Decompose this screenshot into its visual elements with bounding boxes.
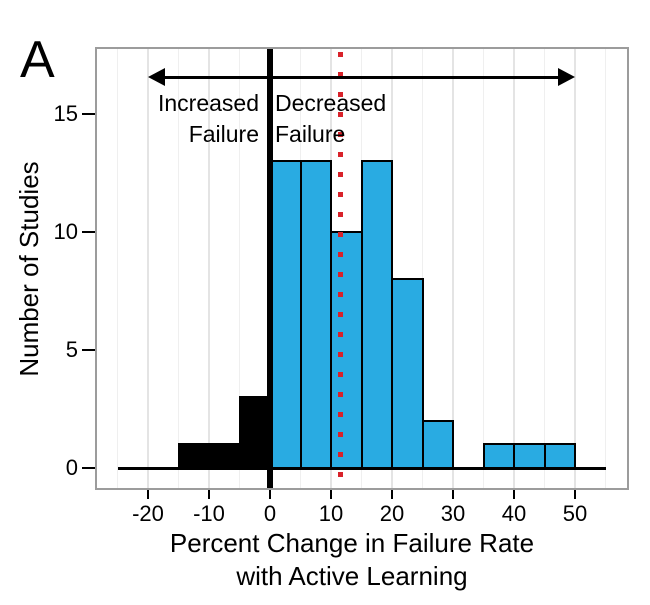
y-tick-mark (82, 112, 95, 115)
y-tick-label: 15 (53, 100, 78, 126)
x-tick-label: 50 (562, 501, 588, 526)
panel-label: A (20, 31, 55, 89)
histogram-bar-decreased-failure-studies (482, 443, 515, 469)
x-tick-mark (452, 490, 454, 499)
histogram-bar-decreased-failure-studies (360, 159, 393, 469)
x-tick-mark (391, 490, 393, 499)
x-tick-label: -10 (193, 501, 225, 526)
x-tick-label: -20 (132, 501, 164, 526)
histogram-bar-increased-failure-studies (177, 443, 241, 469)
x-baseline (117, 466, 606, 470)
histogram-bar-decreased-failure-studies (421, 419, 454, 469)
y-tick-label: 0 (65, 455, 78, 480)
gridline (239, 49, 240, 488)
gridline (574, 49, 576, 488)
annotation-line: Increased (157, 90, 259, 116)
x-tick-label: 0 (263, 501, 277, 526)
x-tick-mark (330, 490, 332, 499)
mean-dotted-line (338, 52, 344, 485)
x-tick-label: 20 (379, 501, 405, 526)
gridline (147, 49, 149, 488)
gridline (208, 49, 210, 488)
annotation-line: Failure (275, 121, 346, 147)
arrow-head-left-icon (148, 68, 165, 86)
y-tick-label: 10 (53, 218, 78, 244)
x-tick-mark (574, 490, 576, 499)
y-tick-mark (82, 230, 95, 233)
x-tick-mark (147, 490, 149, 499)
gridline (544, 49, 545, 488)
x-tick-label: 30 (440, 501, 466, 526)
x-axis-title-line: Percent Change in Failure Rate (169, 528, 535, 558)
annotation-line: Decreased (275, 90, 387, 116)
y-tick-label: 5 (65, 336, 78, 362)
x-tick-mark (208, 490, 210, 499)
histogram-bar-decreased-failure-studies (391, 277, 424, 469)
x-axis-title: Percent Change in Failure Rate with Acti… (97, 527, 607, 593)
histogram-bar-decreased-failure-studies (330, 230, 363, 469)
gridline (178, 49, 179, 488)
histogram-bar-decreased-failure-studies (513, 443, 546, 469)
x-tick-label: 40 (501, 501, 527, 526)
annotation-arrow-line (161, 75, 562, 79)
x-tick-mark (269, 490, 271, 499)
histogram-bar-decreased-failure-studies (543, 443, 576, 469)
gridline (605, 49, 606, 488)
gridline (483, 49, 484, 488)
annotation-decreased-failure: Decreased Failure (275, 88, 475, 150)
histogram-bar-decreased-failure-studies (299, 159, 332, 469)
annotation-line: Failure (188, 121, 259, 147)
y-axis-title: Number of Studies (14, 161, 44, 377)
gridline (452, 49, 454, 488)
arrow-head-right-icon (558, 68, 575, 86)
y-tick-mark (82, 467, 95, 469)
gridline (422, 49, 423, 488)
gridline (117, 49, 118, 488)
annotation-increased-failure: Increased Failure (97, 88, 259, 150)
x-tick-mark (513, 490, 515, 499)
gridline (513, 49, 515, 488)
x-tick-label: 10 (318, 501, 344, 526)
y-tick-mark (82, 348, 95, 351)
x-axis-title-line: with Active Learning (236, 561, 468, 591)
zero-reference-line (267, 49, 273, 488)
histogram-bar-decreased-failure-studies (269, 159, 302, 469)
plot-panel: Increased Failure Decreased Failure (95, 47, 629, 490)
